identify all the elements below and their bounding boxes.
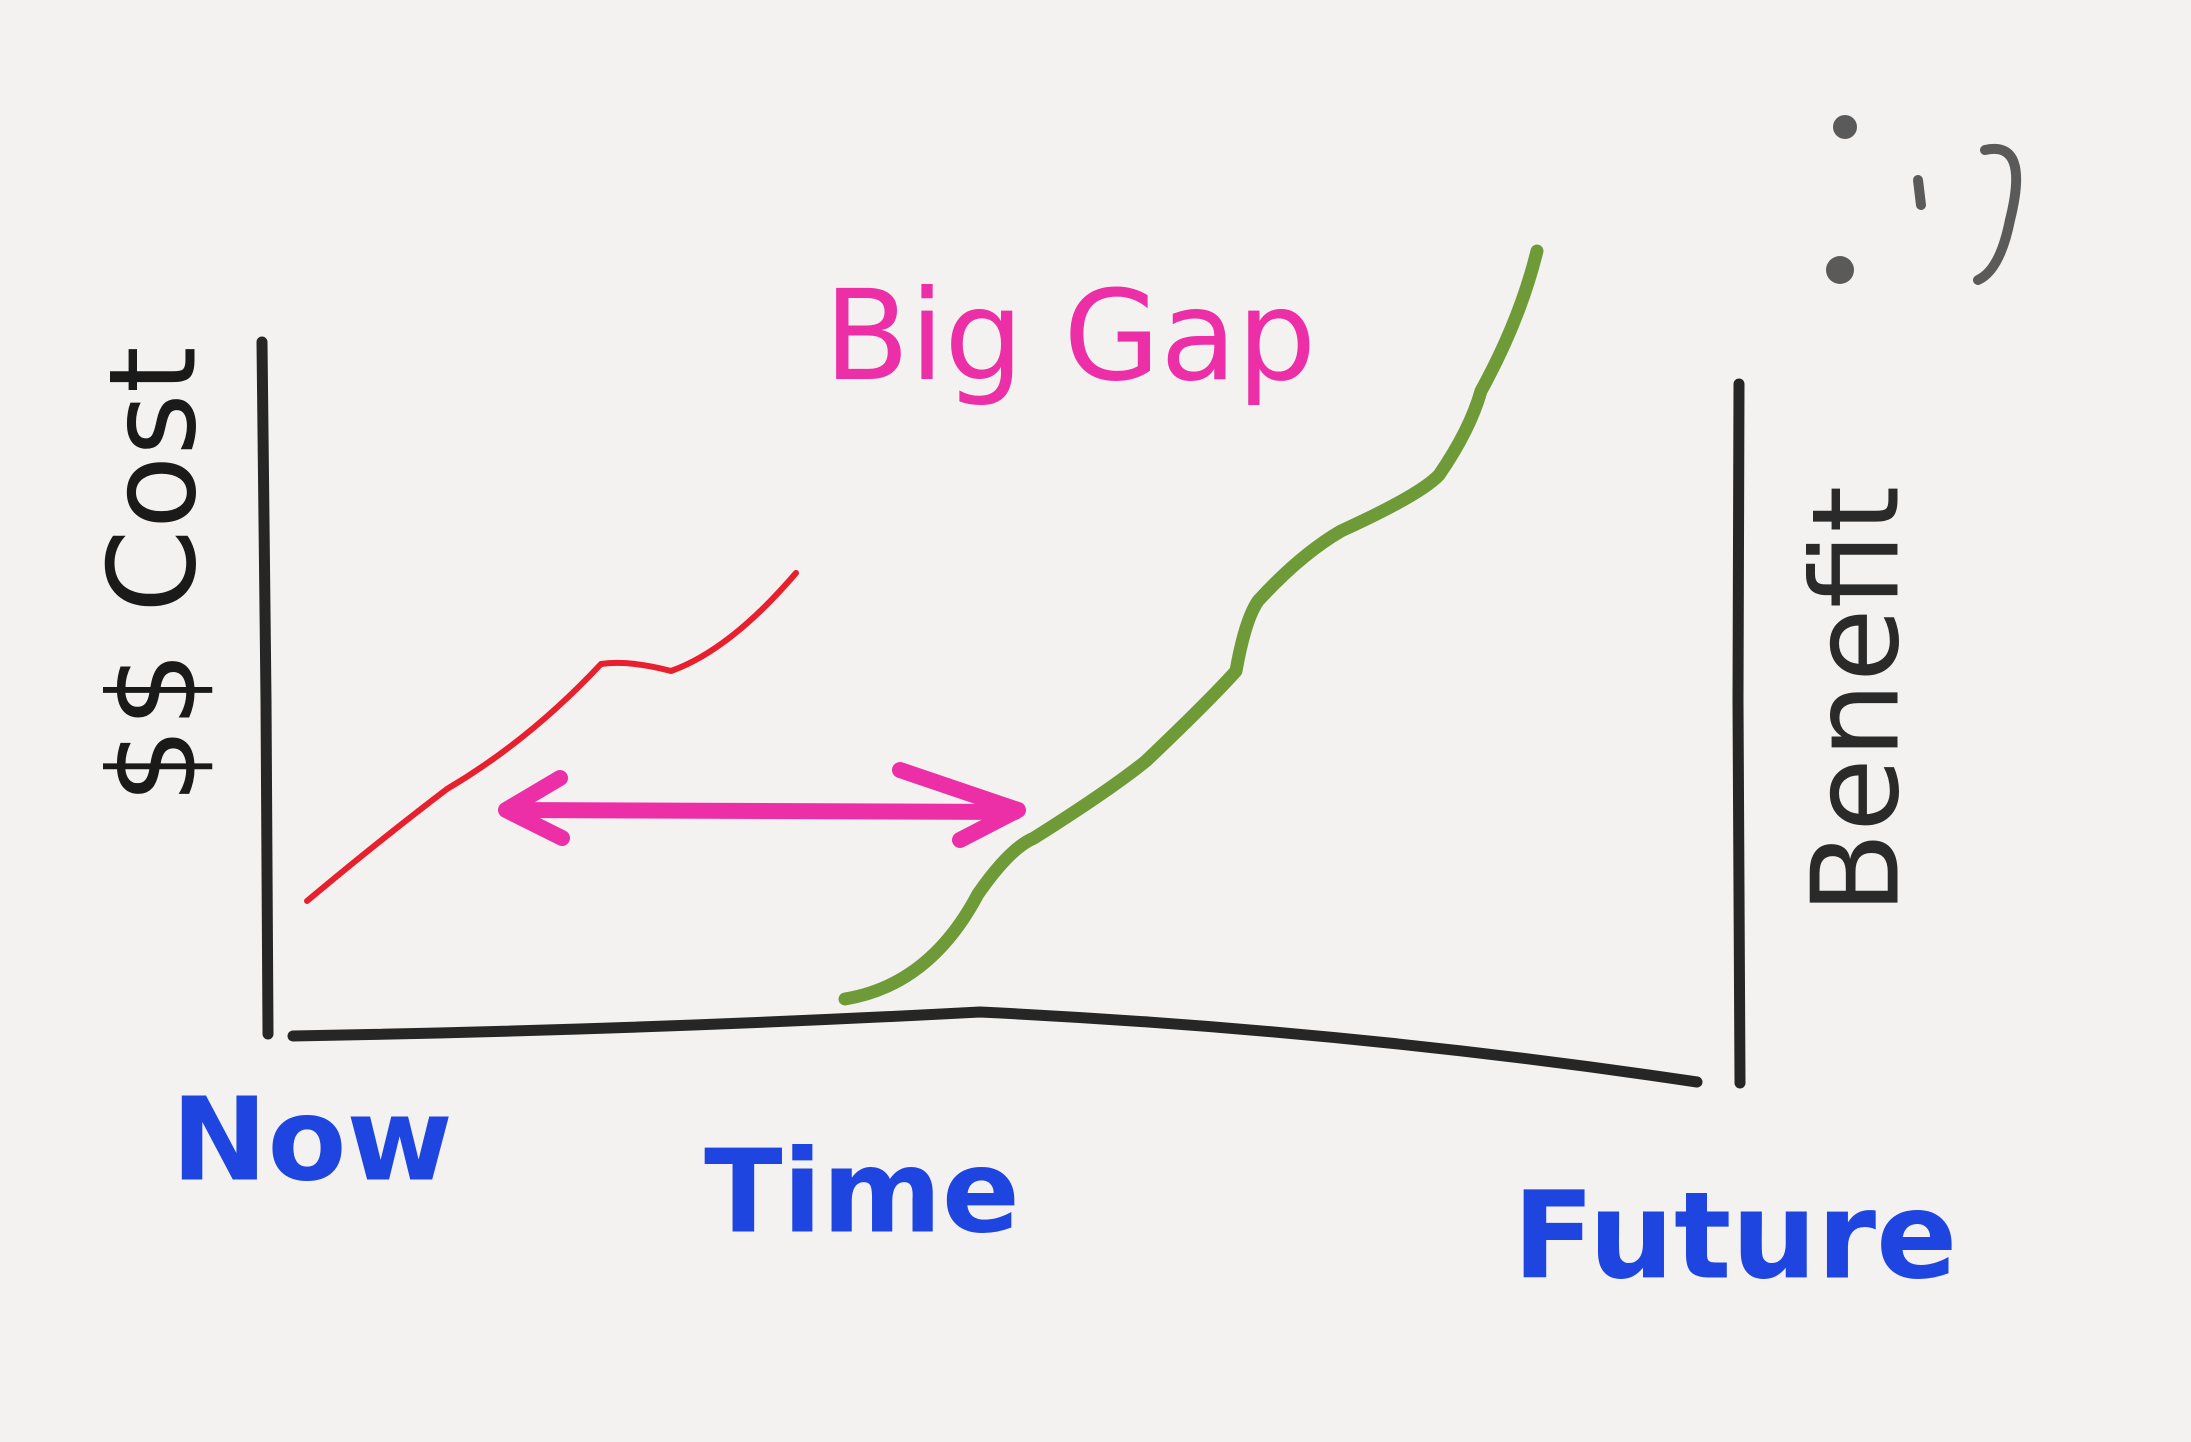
arrow-head-left [498, 770, 570, 846]
x-start-label: Now [171, 1074, 453, 1208]
gap-arrow [498, 762, 1026, 848]
cost-line [304, 570, 799, 904]
smiley-eye [1826, 256, 1854, 284]
smiley-mouth [1973, 143, 2022, 285]
arrow-head-right [892, 762, 1026, 848]
x-end-label: Future [1513, 1168, 1958, 1307]
smiley-eye [1833, 115, 1857, 139]
arrow-shaft [500, 802, 1023, 820]
right-axis [1732, 378, 1746, 1089]
y2-axis-label: Benefit [1788, 486, 1927, 915]
annotation: Big Gap [824, 264, 1316, 409]
smiley [1826, 115, 2022, 285]
x-axis-label: Time [704, 1126, 1020, 1260]
bottom-axis [287, 1006, 1703, 1088]
y-axis-label: $$ Cost [85, 346, 224, 804]
smiley-nose [1913, 175, 1926, 210]
benefit-line [838, 244, 1544, 1006]
left-axis [256, 336, 274, 1040]
